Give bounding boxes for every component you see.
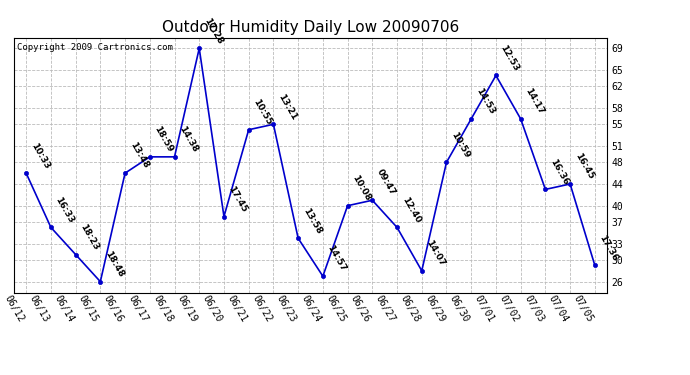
- Text: 14:57: 14:57: [326, 244, 348, 273]
- Text: 18:23: 18:23: [79, 222, 101, 252]
- Text: 16:45: 16:45: [573, 152, 595, 181]
- Text: 12:53: 12:53: [499, 44, 521, 73]
- Text: 12:40: 12:40: [400, 195, 422, 225]
- Text: 18:59: 18:59: [152, 124, 175, 154]
- Text: 09:47: 09:47: [375, 168, 397, 198]
- Text: 17:36: 17:36: [598, 233, 620, 262]
- Text: 17:28: 17:28: [202, 16, 224, 46]
- Text: 10:33: 10:33: [29, 141, 51, 170]
- Text: 17:45: 17:45: [227, 184, 249, 214]
- Text: 14:07: 14:07: [424, 238, 446, 268]
- Text: 10:08: 10:08: [351, 174, 373, 203]
- Text: Copyright 2009 Cartronics.com: Copyright 2009 Cartronics.com: [17, 43, 172, 52]
- Text: 14:17: 14:17: [524, 87, 546, 116]
- Text: 13:21: 13:21: [276, 92, 298, 122]
- Text: 10:55: 10:55: [251, 98, 273, 127]
- Text: 14:38: 14:38: [177, 124, 199, 154]
- Text: 13:58: 13:58: [301, 206, 323, 236]
- Text: 14:53: 14:53: [474, 87, 496, 116]
- Title: Outdoor Humidity Daily Low 20090706: Outdoor Humidity Daily Low 20090706: [162, 20, 459, 35]
- Text: 13:48: 13:48: [128, 141, 150, 170]
- Text: 16:36: 16:36: [548, 158, 570, 187]
- Text: 18:48: 18:48: [103, 249, 126, 279]
- Text: 16:33: 16:33: [54, 195, 76, 225]
- Text: 10:59: 10:59: [449, 130, 471, 159]
